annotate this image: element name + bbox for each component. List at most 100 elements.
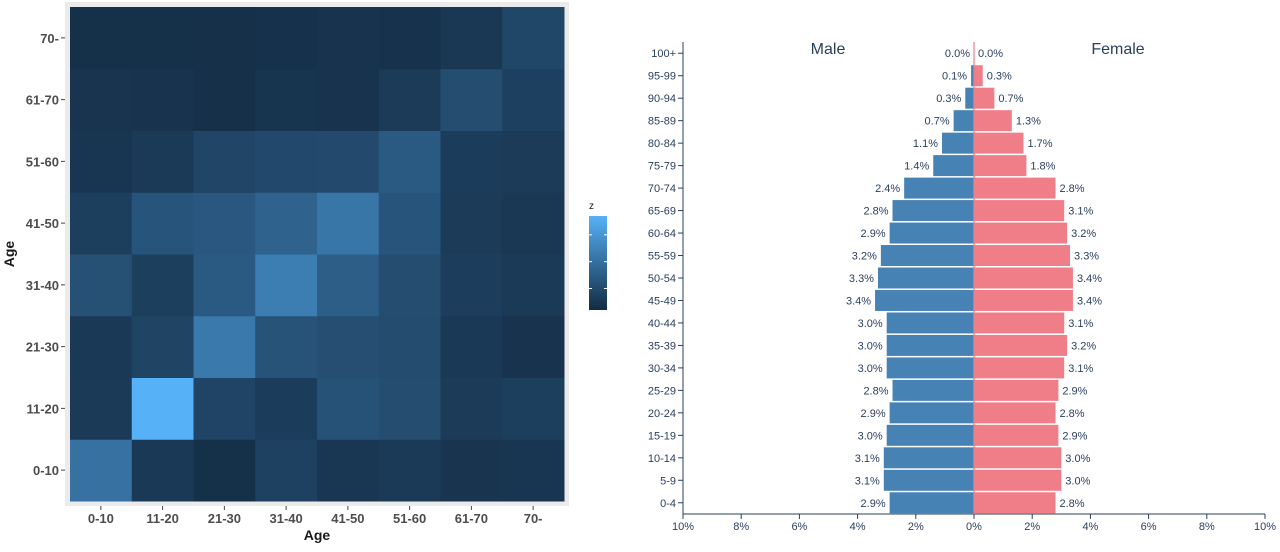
heatmap-cell-0-10-61-70 <box>70 68 133 131</box>
male-bar <box>941 132 974 154</box>
heatmap-cell-11-20-21-30 <box>131 315 194 378</box>
heatmap-cell-51-60-21-30 <box>378 315 441 378</box>
heatmap-cell-51-60-51-60 <box>378 130 441 193</box>
male-value-label: 3.2% <box>852 251 877 263</box>
age-group-label: 20-24 <box>648 408 676 420</box>
heatmap-cell-41-50-0-10 <box>317 439 380 502</box>
female-bar <box>974 312 1065 334</box>
heatmap-cell-51-60-70- <box>378 7 441 70</box>
heatmap-cell-41-50-61-70 <box>317 68 380 131</box>
heatmap-cell-70--51-60 <box>502 130 565 193</box>
x-tick-label: 6% <box>791 521 807 533</box>
x-tick-label: 11-20 <box>146 511 179 526</box>
y-axis-title: Age <box>1 241 17 268</box>
age-group-label: 85-89 <box>648 116 676 128</box>
male-value-label: 3.0% <box>858 430 883 442</box>
heatmap-cell-11-20-31-40 <box>131 254 194 317</box>
male-value-label: 2.9% <box>861 408 886 420</box>
heatmap-cell-41-50-11-20 <box>317 377 380 440</box>
heatmap-cell-31-40-70- <box>255 7 318 70</box>
heatmap-cell-11-20-11-20 <box>131 377 194 440</box>
male-bar <box>892 200 974 222</box>
female-bar <box>974 469 1062 491</box>
male-bar <box>886 334 974 356</box>
female-series-title: Female <box>1091 41 1144 58</box>
heatmap-cell-21-30-11-20 <box>193 377 256 440</box>
female-value-label: 2.8% <box>1059 498 1084 510</box>
male-value-label: 0.3% <box>936 93 961 105</box>
female-value-label: 3.1% <box>1068 363 1093 375</box>
age-group-label: 50-54 <box>648 273 676 285</box>
age-group-label: 45-49 <box>648 295 676 307</box>
y-tick-label: 41-50 <box>26 216 59 231</box>
male-value-label: 1.1% <box>913 138 938 150</box>
male-bar <box>886 424 974 446</box>
male-value-label: 3.1% <box>855 453 880 465</box>
population-pyramid-svg: 10% 8% 6% 4% 2% 0% 2% 4% 6% 8% 10% 100+ 0.0% 0.0% 95-9… <box>648 41 1276 533</box>
male-value-label: 2.4% <box>875 183 900 195</box>
heatmap-cell-21-30-41-50 <box>193 192 256 255</box>
heatmap-cell-21-30-21-30 <box>193 315 256 378</box>
heatmap-cell-31-40-11-20 <box>255 377 318 440</box>
female-bar <box>974 65 983 87</box>
female-value-label: 0.3% <box>987 71 1012 83</box>
heatmap-cell-11-20-61-70 <box>131 68 194 131</box>
male-bar <box>965 87 974 109</box>
y-tick-label: 11-20 <box>26 401 59 416</box>
heatmap-cell-41-50-41-50 <box>317 192 380 255</box>
age-group-label: 35-39 <box>648 340 676 352</box>
female-value-label: 3.2% <box>1071 228 1096 240</box>
female-value-label: 2.9% <box>1062 385 1087 397</box>
heatmap-cell-31-40-61-70 <box>255 68 318 131</box>
male-bar <box>875 289 974 311</box>
x-tick-label: 21-30 <box>208 511 241 526</box>
heatmap-cell-31-40-21-30 <box>255 315 318 378</box>
female-bar <box>974 245 1071 267</box>
heatmap-cell-21-30-61-70 <box>193 68 256 131</box>
age-group-label: 5-9 <box>660 475 676 487</box>
female-bar <box>974 132 1024 154</box>
age-group-label: 75-79 <box>648 161 676 173</box>
male-value-label: 0.1% <box>942 71 967 83</box>
heatmap-cell-70--11-20 <box>502 377 565 440</box>
heatmap-svg: 0-10 11-20 21-30 31-40 41-50 51-60 61-70 70- 0-1… <box>1 2 624 543</box>
heatmap-cell-61-70-0-10 <box>440 439 503 502</box>
x-tick-label: 31-40 <box>270 511 303 526</box>
x-tick-label: 4% <box>1082 521 1098 533</box>
male-value-label: 3.1% <box>855 475 880 487</box>
heatmap-cell-61-70-21-30 <box>440 315 503 378</box>
female-bar <box>974 267 1073 289</box>
y-tick-label: 21-30 <box>26 340 59 355</box>
heatmap-cell-11-20-51-60 <box>131 130 194 193</box>
heatmap-cell-51-60-0-10 <box>378 439 441 502</box>
male-value-label: 1.4% <box>904 161 929 173</box>
x-tick-label: 10% <box>672 521 694 533</box>
age-group-label: 25-29 <box>648 385 676 397</box>
male-value-label: 3.0% <box>858 340 883 352</box>
female-bar <box>974 110 1012 132</box>
male-bar <box>889 492 974 514</box>
heatmap-cell-51-60-61-70 <box>378 68 441 131</box>
female-bar <box>974 334 1068 356</box>
x-tick-label: 2% <box>1024 521 1040 533</box>
male-value-label: 3.0% <box>858 363 883 375</box>
male-bar <box>883 447 974 469</box>
x-tick-label: 6% <box>1141 521 1157 533</box>
x-tick-label: 70- <box>524 511 543 526</box>
female-bar <box>974 402 1056 424</box>
x-tick-label: 8% <box>1199 521 1215 533</box>
male-value-label: 2.8% <box>863 385 888 397</box>
female-value-label: 3.0% <box>1065 453 1090 465</box>
male-value-label: 0.7% <box>925 116 950 128</box>
heatmap-cell-61-70-51-60 <box>440 130 503 193</box>
age-group-label: 15-19 <box>648 430 676 442</box>
female-value-label: 3.1% <box>1068 206 1093 218</box>
female-bar <box>974 177 1056 199</box>
legend-title: z <box>589 201 594 212</box>
heatmap-cell-61-70-31-40 <box>440 254 503 317</box>
age-group-label: 30-34 <box>648 363 676 375</box>
heatmap-cell-70--21-30 <box>502 315 565 378</box>
female-value-label: 3.3% <box>1074 251 1099 263</box>
heatmap-cell-0-10-11-20 <box>70 377 133 440</box>
y-tick-label: 70- <box>40 31 59 46</box>
